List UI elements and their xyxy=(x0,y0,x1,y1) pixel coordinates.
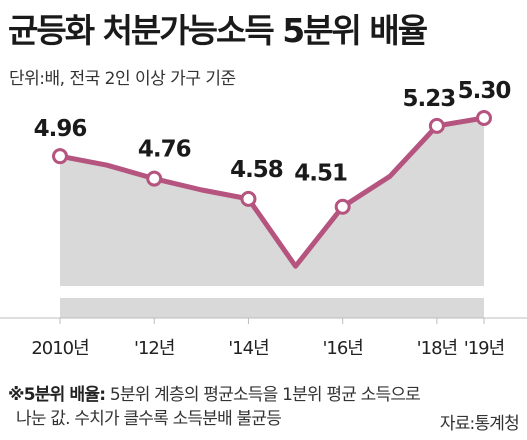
x-tick-label: '19년 xyxy=(464,338,504,359)
footnote-line-2: 나눈 값. 수치가 클수록 소득분배 불균등 xyxy=(16,409,282,429)
data-label: 4.51 xyxy=(294,161,347,187)
data-point-marker xyxy=(240,190,257,207)
data-label: 4.96 xyxy=(34,116,87,142)
area-fill xyxy=(60,118,484,286)
x-tick-label: '14년 xyxy=(228,338,268,359)
data-label: 5.23 xyxy=(403,86,456,112)
footnote-definition: 5분위 계층의 평균소득을 1분위 평균 소득으로 xyxy=(105,385,421,405)
footnote-key: ※5분위 배율: xyxy=(8,385,106,405)
data-point-marker xyxy=(52,148,68,165)
data-point-marker xyxy=(146,170,163,187)
axis-break-band xyxy=(60,298,484,318)
data-point-marker xyxy=(428,117,445,134)
x-tick-label: '12년 xyxy=(134,338,174,359)
source-credit: 자료:통계청 xyxy=(439,414,520,434)
footnote: ※5분위 배율: 5분위 계층의 평균소득을 1분위 평균 소득으로 나눈 값.… xyxy=(8,383,421,431)
footnote-line-1: ※5분위 배율: 5분위 계층의 평균소득을 1분위 평균 소득으로 xyxy=(8,383,421,407)
data-label: 5.30 xyxy=(458,78,511,104)
x-tick-label: 2010년 xyxy=(31,338,88,359)
x-tick-label: '18년 xyxy=(417,338,457,359)
chart-subtitle: 단위:배, 전국 2인 이상 가구 기준 xyxy=(9,69,236,89)
data-label: 4.58 xyxy=(230,157,283,183)
series-line xyxy=(57,115,487,269)
chart-title: 균등화 처분가능소득 5분위 배율 xyxy=(8,11,428,50)
data-point-marker xyxy=(476,110,492,126)
data-label: 4.76 xyxy=(138,137,191,163)
x-tick-label: '16년 xyxy=(322,338,362,359)
data-point-marker xyxy=(334,198,351,215)
